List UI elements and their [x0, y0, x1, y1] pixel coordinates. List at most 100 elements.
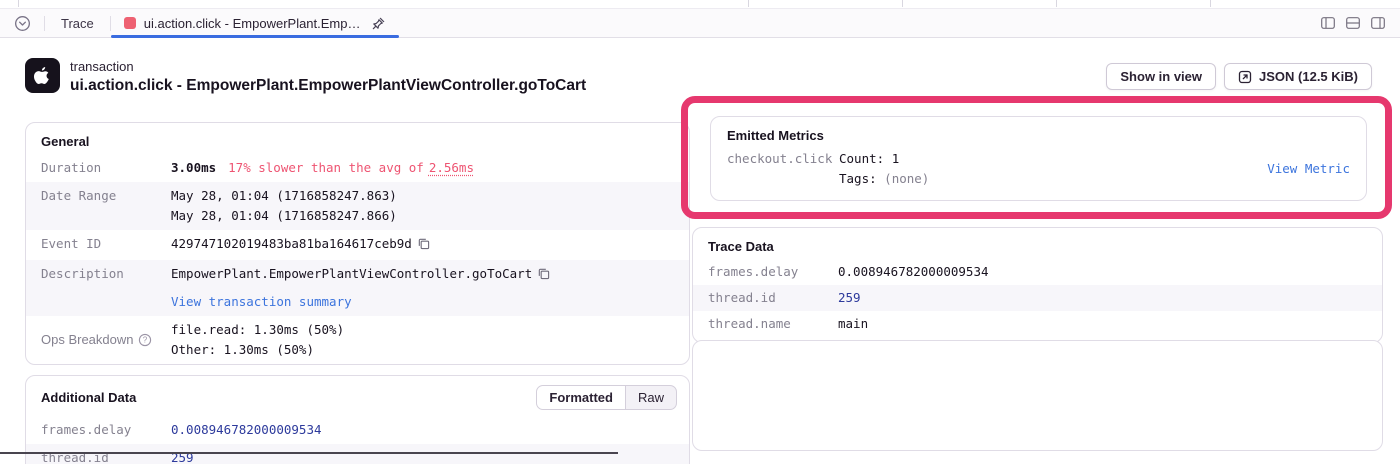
ops-breakdown-item: Other: 1.30ms (50%): [171, 342, 314, 357]
table-row-description: Description EmpowerPlant.EmpowerPlantVie…: [26, 260, 689, 316]
additional-data-title: Additional Data: [41, 390, 137, 405]
table-row: thread.id 259: [26, 444, 689, 464]
ops-breakdown-label: Ops Breakdown: [41, 332, 134, 347]
formatted-toggle-button[interactable]: Formatted: [537, 386, 626, 409]
chevron-down-circle-icon: [14, 15, 31, 31]
row-value: main: [838, 316, 869, 331]
metric-tags-line: Tags: (none): [839, 169, 1257, 189]
browser-strip: [0, 0, 1400, 9]
json-download-button[interactable]: JSON (12.5 KiB): [1224, 63, 1372, 90]
row-value: 259: [171, 450, 194, 464]
metric-count-line: Count: 1: [839, 149, 1257, 169]
panel-bottom-icon[interactable]: [1345, 15, 1361, 31]
view-transaction-summary-link[interactable]: View transaction summary: [171, 294, 352, 309]
json-button-label: JSON (12.5 KiB): [1259, 69, 1358, 84]
row-value: 3.00ms 17% slower than the avg of 2.56ms: [171, 158, 474, 178]
raw-toggle-button[interactable]: Raw: [637, 390, 664, 405]
row-key: Duration: [41, 160, 102, 175]
event-header-texts: transaction ui.action.click - EmpowerPla…: [70, 58, 586, 96]
row-key: Ops Breakdown ?: [41, 330, 171, 350]
show-in-view-button[interactable]: Show in view: [1106, 63, 1217, 90]
panel-right-icon[interactable]: [1370, 15, 1386, 31]
external-link-icon: [1238, 70, 1252, 83]
duration-value: 3.00ms: [171, 160, 217, 175]
row-value: file.read: 1.30ms (50%) Other: 1.30ms (5…: [171, 320, 344, 360]
table-row: thread.id 259: [693, 285, 1382, 311]
row-key: Description: [41, 266, 124, 281]
tags-value: (none): [884, 171, 930, 186]
row-key: thread.name: [708, 316, 791, 331]
table-row: frames.delay 0.008946782000009534: [693, 259, 1382, 285]
format-toggle: Formatted Raw: [536, 385, 677, 410]
table-row-date-range: Date Range May 28, 01:04 (1716858247.863…: [26, 182, 689, 230]
table-row: frames.delay 0.008946782000009534: [26, 416, 689, 444]
show-in-view-label: Show in view: [1120, 69, 1203, 84]
tab-title: ui.action.click - EmpowerPlant.Emp…: [143, 15, 361, 31]
table-row: thread.name main: [693, 311, 1382, 342]
browser-tab-divider: [902, 0, 903, 7]
trace-data-title: Trace Data: [708, 239, 774, 254]
count-value: 1: [891, 151, 900, 166]
right-column-empty-card: [692, 340, 1383, 451]
row-key: Date Range: [41, 188, 117, 203]
ops-breakdown-item: file.read: 1.30ms (50%): [171, 322, 345, 337]
row-key: thread.id: [708, 290, 776, 305]
copy-icon: [538, 268, 550, 280]
tab-trace[interactable]: Trace: [61, 15, 94, 31]
count-key: Count:: [839, 151, 885, 166]
browser-tab-divider: [18, 0, 19, 7]
emitted-metrics-section-card: Emitted Metrics checkout.click Count: 1 …: [710, 116, 1367, 201]
tab-event-color-swatch: [123, 17, 136, 29]
table-row-ops-breakdown: Ops Breakdown ? file.read: 1.30ms (50%) …: [26, 316, 689, 364]
general-section-card: General Duration 3.00ms 17% slower than t…: [25, 122, 690, 365]
svg-text:?: ?: [142, 336, 147, 345]
browser-tab-divider: [748, 0, 749, 7]
row-key: frames.delay: [708, 264, 799, 279]
row-value: 0.008946782000009534: [838, 264, 989, 279]
table-row-event-id: Event ID 429747102019483ba81ba164617ceb9…: [26, 230, 689, 260]
pin-icon: [372, 17, 384, 29]
page-title: ui.action.click - EmpowerPlant.EmpowerPl…: [70, 77, 587, 94]
duration-avg-value[interactable]: 2.56ms: [428, 160, 474, 175]
event-header-actions: Show in view JSON (12.5 KiB): [1106, 63, 1372, 90]
tab-transaction-active[interactable]: ui.action.click - EmpowerPlant.Emp…: [110, 9, 399, 38]
table-row-duration: Duration 3.00ms 17% slower than the avg o…: [26, 154, 689, 182]
emitted-metric-row: checkout.click Count: 1 Tags: (none) Vie…: [711, 147, 1366, 199]
pin-tab-button[interactable]: [371, 16, 386, 31]
event-header: transaction ui.action.click - EmpowerPla…: [25, 58, 586, 96]
view-metric-link[interactable]: View Metric: [1267, 161, 1350, 176]
browser-tab-divider: [1056, 0, 1057, 7]
additional-data-section-card: Additional Data Formatted Raw frames.del…: [25, 375, 690, 464]
emitted-metrics-title: Emitted Metrics: [727, 128, 824, 143]
apple-icon: [33, 66, 49, 84]
copy-description-button[interactable]: [537, 266, 550, 286]
duration-slower-note: 17% slower than the avg of: [228, 160, 424, 175]
copy-event-id-button[interactable]: [417, 236, 430, 256]
divider: [44, 15, 45, 31]
drawer-layout-controls: [1320, 15, 1386, 31]
row-value: 0.008946782000009534: [171, 422, 322, 437]
copy-icon: [418, 238, 429, 250]
description-value: EmpowerPlant.EmpowerPlantViewController.…: [171, 266, 533, 281]
browser-tab-divider: [1210, 0, 1211, 7]
metric-name: checkout.click: [727, 151, 833, 166]
row-value: 429747102019483ba81ba164617ceb9d: [171, 234, 430, 256]
date-range-start: May 28, 01:04 (1716858247.863): [171, 188, 397, 203]
drawer-tab-bar: Trace ui.action.click - EmpowerPlant.Emp…: [0, 9, 1400, 38]
row-key: frames.delay: [41, 422, 132, 437]
metric-details: Count: 1 Tags: (none): [839, 149, 1257, 189]
collapse-drawer-button[interactable]: [13, 14, 32, 33]
row-value: EmpowerPlant.EmpowerPlantViewController.…: [171, 264, 550, 312]
row-value: 259: [838, 290, 861, 305]
additional-data-header: Additional Data Formatted Raw: [26, 376, 689, 416]
active-tab-underline: [110, 35, 399, 38]
panel-left-icon[interactable]: [1320, 15, 1336, 31]
general-section-title: General: [41, 134, 90, 149]
help-icon[interactable]: ?: [138, 333, 152, 347]
trace-data-section-card: Trace Data frames.delay 0.00894678200000…: [692, 227, 1383, 343]
event-type-label: transaction: [70, 59, 134, 74]
row-value: May 28, 01:04 (1716858247.863) May 28, 0…: [171, 186, 397, 226]
row-key: Event ID: [41, 236, 102, 251]
event-id-value: 429747102019483ba81ba164617ceb9d: [171, 236, 412, 251]
